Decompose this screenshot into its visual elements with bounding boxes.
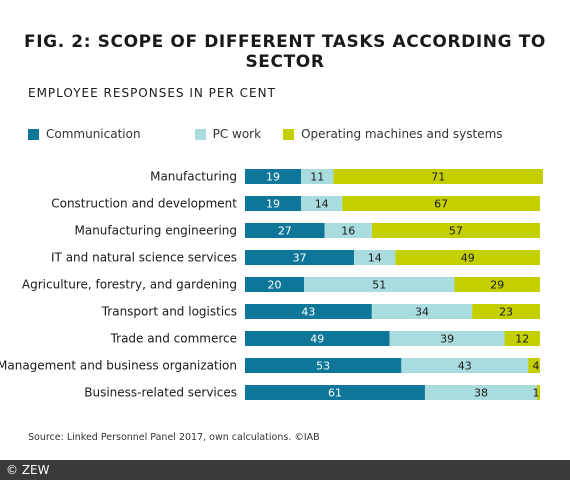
value-label-communication-manufacturing: 19: [266, 171, 280, 184]
bar-pc-work-it-and-natural-science-services: [354, 250, 396, 265]
category-label-it-and-natural-science-services: IT and natural science services: [51, 251, 237, 265]
bar-communication-manufacturing: [245, 169, 302, 184]
bar-communication-trade-and-commerce: [245, 331, 390, 346]
value-label-operating-machines-and-systems-management-and-business-organization: 4: [533, 360, 540, 373]
value-label-operating-machines-and-systems-trade-and-commerce: 12: [515, 333, 529, 346]
chart-legend: Communication PC work Operating machines…: [28, 126, 521, 142]
value-label-communication-transport-and-logistics: 43: [301, 306, 315, 319]
legend-swatch-communication: [28, 128, 39, 140]
value-label-pc-work-business-related-services: 38: [474, 387, 488, 400]
value-label-operating-machines-and-systems-business-related-services: 1: [533, 387, 540, 400]
bar-pc-work-trade-and-commerce: [389, 331, 505, 346]
category-label-management-and-business-organization: Management and business organization: [0, 359, 237, 373]
value-label-operating-machines-and-systems-it-and-natural-science-services: 49: [461, 252, 475, 265]
bar-operating-machines-and-systems-manufacturing: [333, 169, 543, 184]
legend-label-operating-machines: Operating machines and systems: [301, 127, 503, 141]
value-label-communication-it-and-natural-science-services: 37: [293, 252, 307, 265]
category-label-transport-and-logistics: Transport and logistics: [101, 305, 237, 319]
bar-operating-machines-and-systems-trade-and-commerce: [504, 331, 540, 346]
legend-swatch-pc-work: [194, 128, 206, 140]
value-label-pc-work-transport-and-logistics: 34: [415, 306, 429, 319]
bar-pc-work-manufacturing: [301, 169, 334, 184]
bar-pc-work-business-related-services: [424, 385, 538, 400]
value-label-operating-machines-and-systems-manufacturing-engineering: 57: [449, 225, 463, 238]
value-label-pc-work-management-and-business-organization: 43: [458, 360, 472, 373]
legend-swatch-operating-machines: [283, 128, 295, 140]
value-label-pc-work-it-and-natural-science-services: 14: [368, 252, 382, 265]
bar-operating-machines-and-systems-it-and-natural-science-services: [395, 250, 540, 265]
bar-communication-construction-and-development: [245, 196, 302, 211]
value-label-operating-machines-and-systems-transport-and-logistics: 23: [499, 306, 513, 319]
legend-item-pc-work: PC work: [194, 127, 262, 141]
bar-pc-work-agriculture-forestry-and-gardening: [304, 277, 455, 292]
chart-title: FIG. 2: SCOPE OF DIFFERENT TASKS ACCORDI…: [24, 32, 546, 72]
legend-item-communication: Communication: [28, 127, 141, 141]
footer-bar: © ZEW: [0, 460, 570, 480]
bar-pc-work-transport-and-logistics: [371, 304, 473, 319]
bar-communication-it-and-natural-science-services: [245, 250, 355, 265]
bar-communication-agriculture-forestry-and-gardening: [245, 277, 304, 292]
value-label-pc-work-manufacturing-engineering: 16: [341, 225, 355, 238]
value-label-communication-agriculture-forestry-and-gardening: 20: [268, 279, 282, 292]
legend-label-pc-work: PC work: [212, 127, 262, 141]
bar-communication-business-related-services: [245, 385, 425, 400]
bar-communication-transport-and-logistics: [245, 304, 372, 319]
value-label-communication-manufacturing-engineering: 27: [278, 225, 292, 238]
value-label-operating-machines-and-systems-manufacturing: 71: [431, 171, 445, 184]
category-label-business-related-services: Business-related services: [84, 386, 237, 400]
bar-communication-management-and-business-organization: [245, 358, 402, 373]
bar-pc-work-construction-and-development: [301, 196, 343, 211]
bar-operating-machines-and-systems-construction-and-development: [342, 196, 540, 211]
value-label-communication-business-related-services: 61: [328, 387, 342, 400]
category-label-trade-and-commerce: Trade and commerce: [110, 332, 237, 346]
value-label-communication-management-and-business-organization: 53: [316, 360, 330, 373]
bar-pc-work-management-and-business-organization: [401, 358, 529, 373]
bar-operating-machines-and-systems-transport-and-logistics: [472, 304, 540, 319]
value-label-communication-trade-and-commerce: 49: [310, 333, 324, 346]
stacked-bar-chart: Manufacturing 19 11 71 Construction and deve…: [0, 169, 543, 400]
copyright-text: © ZEW: [6, 463, 50, 477]
value-label-pc-work-manufacturing: 11: [310, 171, 324, 184]
category-label-manufacturing: Manufacturing: [150, 170, 237, 184]
chart-subtitle: EMPLOYEE RESPONSES IN PER CENT: [28, 86, 276, 100]
value-label-operating-machines-and-systems-construction-and-development: 67: [434, 198, 448, 211]
bar-operating-machines-and-systems-management-and-business-organization: [528, 358, 540, 373]
source-note: Source: Linked Personnel Panel 2017, own…: [28, 432, 320, 443]
value-label-pc-work-trade-and-commerce: 39: [440, 333, 454, 346]
value-label-pc-work-agriculture-forestry-and-gardening: 51: [372, 279, 386, 292]
category-label-construction-and-development: Construction and development: [51, 197, 237, 211]
value-label-pc-work-construction-and-development: 14: [315, 198, 329, 211]
bar-operating-machines-and-systems-agriculture-forestry-and-gardening: [454, 277, 540, 292]
bar-pc-work-manufacturing-engineering: [324, 223, 372, 238]
category-label-agriculture-forestry-and-gardening: Agriculture, forestry, and gardening: [22, 278, 237, 292]
legend-label-communication: Communication: [46, 127, 141, 141]
bar-operating-machines-and-systems-business-related-services: [537, 385, 540, 400]
value-label-operating-machines-and-systems-agriculture-forestry-and-gardening: 29: [490, 279, 504, 292]
legend-item-operating-machines: Operating machines and systems: [283, 127, 503, 141]
value-label-communication-construction-and-development: 19: [266, 198, 280, 211]
bar-communication-manufacturing-engineering: [245, 223, 325, 238]
bar-operating-machines-and-systems-manufacturing-engineering: [371, 223, 540, 238]
category-label-manufacturing-engineering: Manufacturing engineering: [74, 224, 237, 238]
